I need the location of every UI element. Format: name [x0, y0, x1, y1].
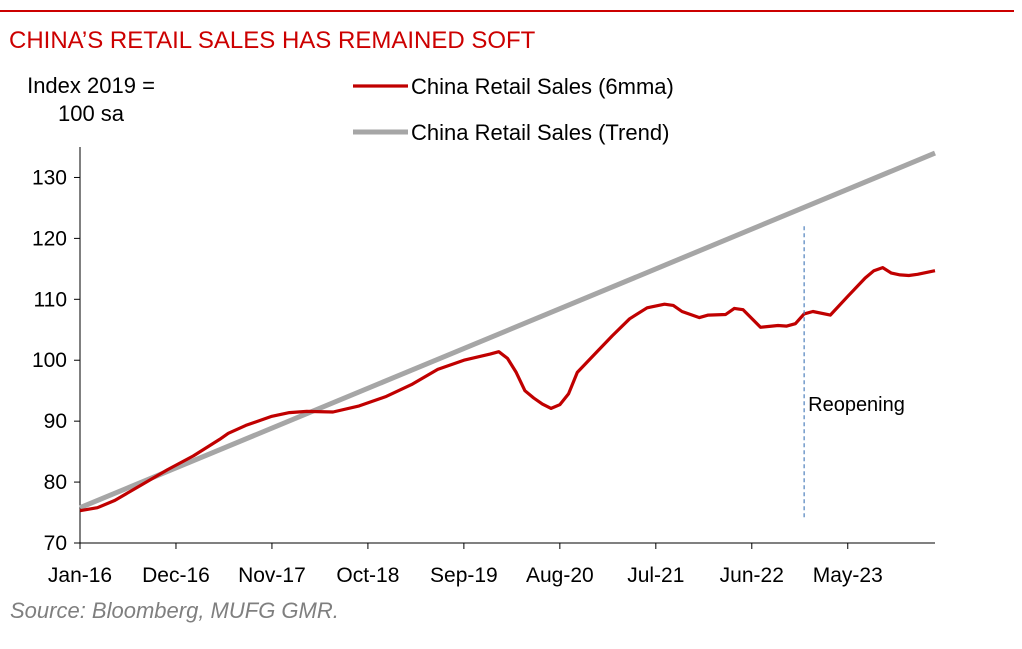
y-tick-label: 100 [32, 349, 67, 372]
y-tick-label: 130 [32, 166, 67, 189]
chart-title: CHINA’S RETAIL SALES HAS REMAINED SOFT [9, 27, 536, 54]
x-tick-label: Aug-20 [526, 564, 594, 587]
x-tick-label: Jul-21 [627, 564, 684, 587]
y-axis-unit-line-1: Index 2019 = [27, 73, 155, 98]
series-group [79, 150, 936, 513]
legend: China Retail Sales (6mma) China Retail Sa… [353, 74, 674, 145]
x-tick-label: Sep-19 [430, 564, 498, 587]
y-axis-unit-label: Index 2019 = 100 sa [16, 72, 166, 128]
source-note: Source: Bloomberg, MUFG GMR. [10, 598, 339, 623]
y-tick-label: 110 [34, 288, 67, 311]
x-tick-label: Dec-16 [142, 564, 210, 587]
x-tick-label: May-23 [813, 564, 883, 587]
reopening-label: Reopening [808, 394, 905, 416]
x-tick-label: Nov-17 [238, 564, 306, 587]
top-rule [0, 10, 1014, 12]
y-tick-label: 70 [44, 532, 67, 555]
x-tick-label: Jan-16 [48, 564, 112, 587]
legend-item-6mma: China Retail Sales (6mma) [353, 74, 674, 99]
y-axis-unit-line-2: 100 sa [57, 101, 125, 126]
x-tick-label: Jun-22 [720, 564, 784, 587]
legend-item-trend: China Retail Sales (Trend) [353, 120, 669, 145]
y-tick-label: 120 [32, 227, 67, 250]
y-tick-label: 90 [44, 410, 67, 433]
legend-label: China Retail Sales (Trend) [411, 120, 669, 145]
series-line-trend [79, 150, 936, 511]
legend-label: China Retail Sales (6mma) [411, 74, 674, 99]
series-line-6mma [79, 266, 936, 513]
x-axis: Jan-16 Dec-16 Nov-17 Oct-18 Sep-19 Aug-20 Jul-… [48, 542, 935, 587]
annotation-group: Reopening [803, 226, 905, 519]
y-tick-label: 80 [44, 471, 67, 494]
x-tick-label: Oct-18 [336, 564, 399, 587]
y-axis: 70 80 90 100 110 120 130 [32, 147, 81, 555]
